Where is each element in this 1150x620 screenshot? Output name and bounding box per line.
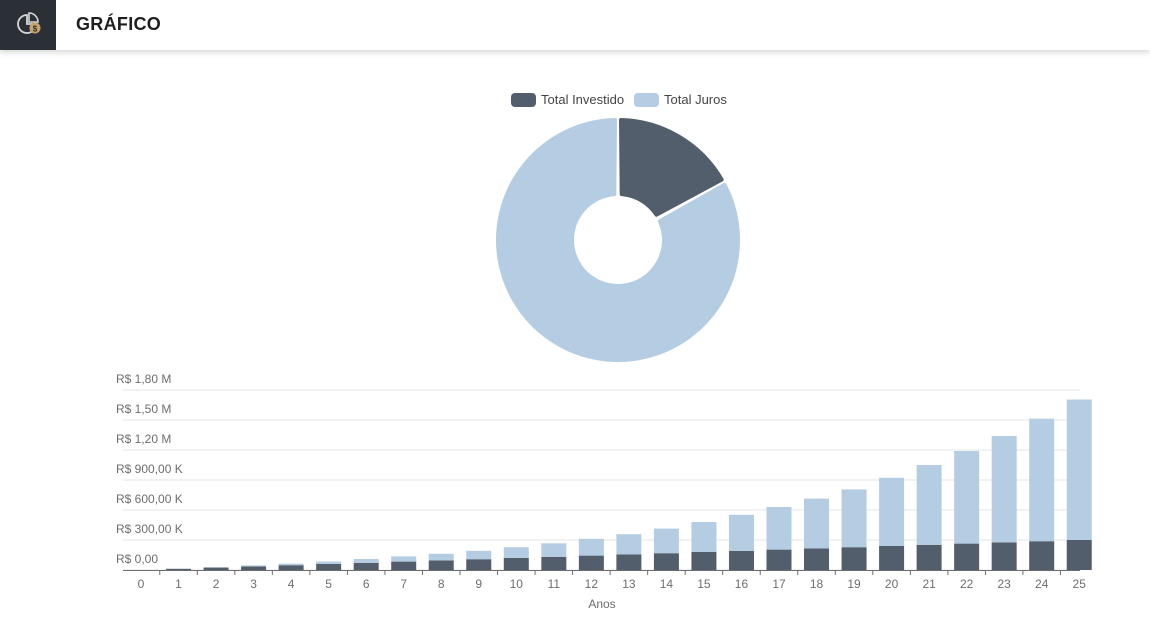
x-tick-label: 1 (175, 577, 182, 591)
bar-investido-15[interactable] (691, 552, 717, 570)
bar-investido-21[interactable] (916, 544, 942, 570)
x-tick-label: 17 (772, 577, 786, 591)
x-tick-label: 0 (138, 577, 145, 591)
bar-investido-4[interactable] (278, 565, 304, 570)
bar-investido-23[interactable] (991, 542, 1017, 570)
x-tick-label: 14 (660, 577, 674, 591)
x-tick-label: 3 (250, 577, 257, 591)
bar-juros-14[interactable] (653, 528, 679, 554)
bar-juros-4[interactable] (278, 563, 304, 566)
bar-juros-10[interactable] (503, 547, 529, 558)
header-icon-button[interactable]: $ (0, 0, 56, 50)
header-bar: $ GRÁFICO (0, 0, 1150, 50)
bar-juros-20[interactable] (879, 477, 905, 546)
x-axis-title: Anos (588, 597, 615, 611)
x-tick-label: 24 (1035, 577, 1049, 591)
bar-investido-16[interactable] (728, 550, 754, 570)
bar-investido-14[interactable] (653, 553, 679, 570)
donut-slice-investido[interactable] (619, 118, 724, 217)
bar-juros-16[interactable] (728, 514, 754, 551)
x-tick-label: 21 (922, 577, 936, 591)
bar-juros-23[interactable] (991, 436, 1017, 543)
bar-investido-2[interactable] (203, 567, 229, 570)
bar-investido-24[interactable] (1029, 541, 1055, 570)
legend-item-juros[interactable]: Total Juros (634, 92, 727, 107)
x-tick-label: 8 (438, 577, 445, 591)
bar-juros-2[interactable] (203, 567, 229, 568)
bar-juros-9[interactable] (466, 550, 492, 560)
x-tick-label: 13 (622, 577, 636, 591)
bar-investido-12[interactable] (578, 555, 604, 570)
x-tick-label: 20 (885, 577, 899, 591)
svg-text:$: $ (33, 25, 38, 34)
x-tick-label: 18 (810, 577, 824, 591)
bar-juros-21[interactable] (916, 465, 942, 545)
bar-investido-17[interactable] (766, 549, 792, 570)
legend-label-investido: Total Investido (541, 92, 625, 107)
x-tick-label: 7 (400, 577, 407, 591)
y-tick-label: R$ 1,80 M (116, 372, 171, 386)
bar-juros-12[interactable] (578, 538, 604, 556)
bar-investido-19[interactable] (841, 547, 867, 570)
y-tick-label: R$ 900,00 K (116, 462, 183, 476)
bar-juros-3[interactable] (241, 565, 267, 567)
x-tick-label: 15 (697, 577, 711, 591)
x-tick-label: 23 (997, 577, 1011, 591)
legend-swatch-investido (511, 92, 536, 107)
bar-juros-18[interactable] (804, 498, 830, 549)
x-tick-label: 10 (510, 577, 524, 591)
bar-juros-25[interactable] (1066, 399, 1092, 541)
bar-investido-25[interactable] (1066, 540, 1092, 570)
x-tick-label: 2 (213, 577, 220, 591)
bar-juros-13[interactable] (616, 534, 642, 555)
bar-investido-7[interactable] (391, 561, 417, 570)
pie-chart-money-icon: $ (17, 12, 41, 34)
x-tick-label: 9 (475, 577, 482, 591)
bar-juros-8[interactable] (428, 553, 454, 561)
x-tick-label: 5 (325, 577, 332, 591)
y-tick-label: R$ 1,20 M (116, 432, 171, 446)
bar-juros-17[interactable] (766, 507, 792, 550)
bar-juros-15[interactable] (691, 522, 717, 552)
bar-investido-1[interactable] (166, 568, 192, 570)
bar-investido-13[interactable] (616, 554, 642, 570)
bar-juros-5[interactable] (316, 561, 342, 565)
bar-investido-5[interactable] (316, 564, 342, 570)
y-tick-label: R$ 300,00 K (116, 522, 183, 536)
bar-investido-22[interactable] (954, 543, 980, 570)
legend-label-juros: Total Juros (664, 92, 727, 107)
y-tick-label: R$ 0,00 (116, 552, 158, 566)
x-tick-label: 16 (735, 577, 749, 591)
y-tick-label: R$ 600,00 K (116, 492, 183, 506)
bar-juros-11[interactable] (541, 543, 567, 557)
legend-item-investido[interactable]: Total Investido (511, 92, 624, 107)
donut-slice-juros[interactable] (496, 118, 740, 363)
x-tick-label: 11 (548, 577, 561, 591)
bar-juros-24[interactable] (1029, 418, 1055, 542)
bar-investido-8[interactable] (428, 560, 454, 570)
bar-investido-3[interactable] (241, 566, 267, 570)
x-tick-label: 4 (288, 577, 295, 591)
bar-juros-7[interactable] (391, 556, 417, 562)
bar-investido-20[interactable] (879, 546, 905, 570)
bar-juros-22[interactable] (954, 451, 980, 544)
x-tick-label: 22 (960, 577, 974, 591)
x-tick-label: 25 (1073, 577, 1087, 591)
bar-investido-11[interactable] (541, 556, 567, 570)
legend-swatch-juros (634, 92, 659, 107)
bar-juros-6[interactable] (353, 559, 379, 563)
x-tick-label: 6 (363, 577, 370, 591)
x-tick-label: 12 (585, 577, 599, 591)
page-title: GRÁFICO (76, 14, 162, 34)
bar-investido-6[interactable] (353, 562, 379, 570)
bar-investido-10[interactable] (503, 558, 529, 570)
bar-juros-19[interactable] (841, 489, 867, 548)
y-tick-label: R$ 1,50 M (116, 402, 171, 416)
x-tick-label: 19 (847, 577, 861, 591)
bar-investido-9[interactable] (466, 559, 492, 570)
bar-investido-18[interactable] (804, 548, 830, 570)
